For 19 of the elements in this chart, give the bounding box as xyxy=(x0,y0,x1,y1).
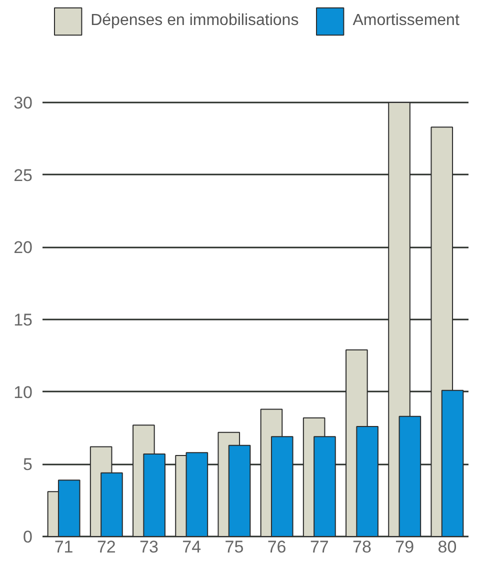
legend-label: Amortissement xyxy=(352,12,460,30)
x-tick-label: 71 xyxy=(54,538,74,556)
x-tick-label: 74 xyxy=(182,538,202,556)
x-tick-label: 72 xyxy=(96,538,116,556)
y-tick-label: 15 xyxy=(14,310,33,330)
y-tick-label: 30 xyxy=(14,94,33,112)
x-tick-label: 75 xyxy=(224,538,244,556)
y-tick-label: 10 xyxy=(14,382,33,402)
x-tick-label: 76 xyxy=(267,538,286,556)
legend-label: Dépenses en immobilisations xyxy=(90,12,299,30)
x-tick-label: 79 xyxy=(395,538,414,556)
y-tick-label: 25 xyxy=(14,166,33,185)
x-tick-label: 73 xyxy=(140,538,158,556)
x-tick-label: 77 xyxy=(310,538,329,556)
x-tick-label: 78 xyxy=(352,538,372,556)
y-tick-label: 0 xyxy=(23,528,33,546)
y-tick-label: 5 xyxy=(23,455,33,474)
y-tick-label: 20 xyxy=(14,238,33,258)
x-tick-label: 80 xyxy=(438,538,457,556)
